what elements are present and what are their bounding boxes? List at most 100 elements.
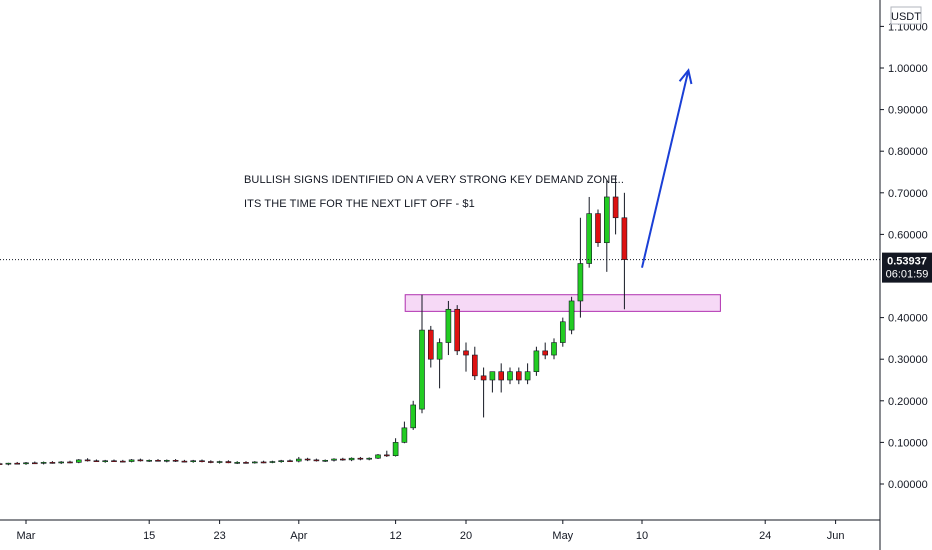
- time-tick-label: Mar: [17, 530, 36, 542]
- candle-down[interactable]: [498, 371, 505, 381]
- projection-arrow-shaft[interactable]: [641, 70, 690, 268]
- candle-down[interactable]: [172, 459, 179, 462]
- candle-up[interactable]: [322, 459, 329, 462]
- candle-up[interactable]: [76, 459, 82, 463]
- candle-down[interactable]: [120, 460, 126, 463]
- candle-down[interactable]: [454, 308, 461, 352]
- candle-down[interactable]: [49, 462, 56, 464]
- candle-down[interactable]: [84, 459, 91, 462]
- candle-up[interactable]: [533, 350, 540, 372]
- candle-down[interactable]: [137, 459, 144, 462]
- candle-down[interactable]: [427, 329, 434, 360]
- candle-up[interactable]: [234, 462, 240, 464]
- candle-up[interactable]: [269, 461, 276, 463]
- candle-up[interactable]: [348, 457, 355, 461]
- candle-up[interactable]: [603, 196, 610, 244]
- candle-down[interactable]: [155, 459, 161, 462]
- candle-down[interactable]: [383, 454, 390, 457]
- candle-up[interactable]: [216, 461, 223, 463]
- price-tick-label: 0.80000: [888, 146, 928, 158]
- time-tick-label: 12: [389, 530, 401, 542]
- candle-up[interactable]: [489, 371, 496, 381]
- candle-down[interactable]: [357, 457, 364, 460]
- candle-down[interactable]: [304, 458, 311, 461]
- price-tick-label: 0.90000: [888, 105, 928, 117]
- candle-down[interactable]: [260, 461, 267, 464]
- candle-down[interactable]: [93, 460, 100, 463]
- candle-up[interactable]: [392, 442, 399, 457]
- price-tick-label: 0.30000: [888, 354, 928, 366]
- candle-up[interactable]: [445, 308, 452, 343]
- candle-up[interactable]: [568, 300, 575, 331]
- time-tick-label: 24: [759, 530, 771, 542]
- price-tick-label: 0.20000: [888, 396, 928, 408]
- candle-up[interactable]: [551, 342, 557, 356]
- candle-down[interactable]: [621, 217, 628, 260]
- candle-up[interactable]: [252, 461, 258, 464]
- candle-up[interactable]: [5, 462, 12, 465]
- candle-down[interactable]: [313, 459, 320, 462]
- candle-down[interactable]: [463, 350, 469, 356]
- candle-down[interactable]: [0, 463, 3, 465]
- annotation-line-2: ITS THE TIME FOR THE NEXT LIFT OFF - $1: [244, 198, 475, 210]
- price-tick-label: 0.40000: [888, 313, 928, 325]
- candle-up[interactable]: [23, 462, 29, 465]
- price-tag: 0.53937 06:01:59: [882, 252, 932, 283]
- candle-up[interactable]: [164, 459, 170, 462]
- candle-down[interactable]: [471, 354, 478, 377]
- candle-down[interactable]: [67, 461, 73, 464]
- time-tick-label: 20: [460, 530, 472, 542]
- time-tick-label: 23: [213, 530, 225, 542]
- candle-up[interactable]: [190, 460, 196, 463]
- price-tick-label: 0.60000: [888, 229, 928, 241]
- price-tick-label: 1.00000: [888, 63, 928, 75]
- currency-label: USDT: [891, 11, 921, 23]
- candle-down[interactable]: [14, 462, 20, 465]
- candle-up[interactable]: [102, 460, 108, 463]
- candle-up[interactable]: [366, 457, 373, 460]
- candle-up[interactable]: [419, 329, 425, 410]
- time-axis[interactable]: Mar1523Apr1220May1024Jun14: [0, 519, 932, 542]
- candle-down[interactable]: [515, 371, 522, 381]
- candle-down[interactable]: [542, 350, 549, 356]
- candle-down[interactable]: [243, 462, 249, 464]
- candle-up[interactable]: [375, 454, 381, 459]
- candle-up[interactable]: [401, 427, 408, 443]
- candle-down[interactable]: [595, 213, 601, 244]
- candle-up[interactable]: [559, 321, 566, 343]
- price-tick-label: 0.10000: [888, 437, 928, 449]
- currency-badge[interactable]: [890, 6, 922, 25]
- time-tick-label: Jun: [827, 530, 845, 542]
- candle-down[interactable]: [31, 462, 38, 465]
- candle-up[interactable]: [577, 263, 584, 302]
- candle-down[interactable]: [181, 460, 188, 463]
- candle-up[interactable]: [58, 461, 65, 464]
- candle-down[interactable]: [480, 375, 487, 381]
- candle-up[interactable]: [436, 342, 443, 360]
- price-tag-countdown: 06:01:59: [886, 269, 929, 281]
- candle-up[interactable]: [278, 460, 285, 463]
- price-tag-value: 0.53937: [887, 256, 927, 268]
- candle-up[interactable]: [128, 459, 135, 462]
- candle-up[interactable]: [507, 371, 513, 381]
- demand-zone[interactable]: [404, 294, 721, 312]
- candle-up[interactable]: [40, 462, 47, 464]
- projection-arrow-head: [678, 68, 693, 85]
- candle-down[interactable]: [199, 460, 205, 463]
- candle-up[interactable]: [524, 371, 531, 381]
- candle-up[interactable]: [146, 459, 152, 462]
- time-tick-label: Apr: [290, 530, 307, 542]
- candle-down[interactable]: [339, 458, 346, 461]
- candle-down[interactable]: [225, 461, 232, 464]
- candle-up[interactable]: [295, 458, 302, 462]
- candle-up[interactable]: [331, 458, 337, 461]
- candle-up[interactable]: [586, 213, 593, 264]
- candle-down[interactable]: [287, 460, 293, 463]
- candle-down[interactable]: [612, 196, 619, 219]
- candle-down[interactable]: [111, 460, 117, 463]
- candle-down[interactable]: [208, 461, 214, 463]
- price-tick-label: 0.70000: [888, 188, 928, 200]
- candle-up[interactable]: [410, 404, 417, 429]
